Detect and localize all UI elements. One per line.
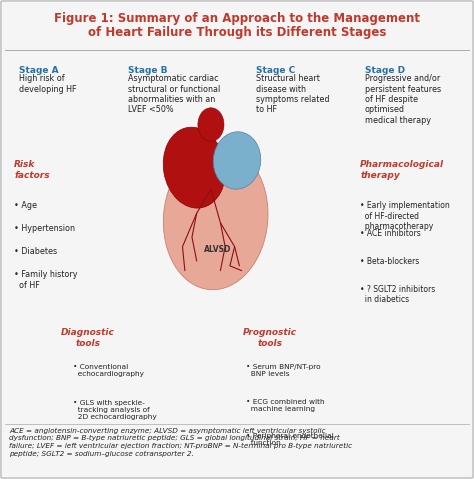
Text: of Heart Failure Through its Different Stages: of Heart Failure Through its Different S… <box>88 26 386 39</box>
Text: • GLS with speckle-
  tracking analysis of
  2D echocardiography: • GLS with speckle- tracking analysis of… <box>73 400 157 420</box>
Text: Stage D: Stage D <box>365 66 405 75</box>
Text: ALVSD: ALVSD <box>204 245 232 253</box>
Text: • ACE inhibitors: • ACE inhibitors <box>360 229 421 238</box>
Ellipse shape <box>163 127 226 208</box>
Text: • Beta-blockers: • Beta-blockers <box>360 257 419 266</box>
Text: Figure 1: Summary of an Approach to the Management: Figure 1: Summary of an Approach to the … <box>54 12 420 25</box>
Text: • Diabetes: • Diabetes <box>14 247 57 256</box>
Text: Stage A: Stage A <box>19 66 59 75</box>
Text: • ECG combined with
  machine learning: • ECG combined with machine learning <box>246 399 325 411</box>
Text: • Conventional
  echocardiography: • Conventional echocardiography <box>73 364 145 377</box>
Text: Progressive and/or
persistent features
of HF despite
optimised
medical therapy: Progressive and/or persistent features o… <box>365 74 441 125</box>
Text: • Hypertension: • Hypertension <box>14 224 75 233</box>
Text: • Serum BNP/NT-pro
  BNP levels: • Serum BNP/NT-pro BNP levels <box>246 364 321 377</box>
Text: • Age: • Age <box>14 201 37 210</box>
Text: Diagnostic
tools: Diagnostic tools <box>61 328 115 348</box>
Text: • Early implementation
  of HF-directed
  pharmacotherapy: • Early implementation of HF-directed ph… <box>360 201 450 231</box>
Ellipse shape <box>164 146 268 290</box>
Text: • ? SGLT2 inhibitors
  in diabetics: • ? SGLT2 inhibitors in diabetics <box>360 285 436 304</box>
Text: Stage C: Stage C <box>256 66 295 75</box>
Text: Stage B: Stage B <box>128 66 167 75</box>
Text: Risk
factors: Risk factors <box>14 160 50 180</box>
Text: • Peripheral endothelial
  function: • Peripheral endothelial function <box>246 433 334 446</box>
Text: Prognostic
tools: Prognostic tools <box>243 328 297 348</box>
Text: ACE = angiotensin-converting enzyme; ALVSD = asymptomatic left ventricular systo: ACE = angiotensin-converting enzyme; ALV… <box>9 428 353 457</box>
Text: Asymptomatic cardiac
structural or functional
abnormalities with an
LVEF <50%: Asymptomatic cardiac structural or funct… <box>128 74 220 114</box>
Text: • Family history
  of HF: • Family history of HF <box>14 270 78 290</box>
Text: Structural heart
disease with
symptoms related
to HF: Structural heart disease with symptoms r… <box>256 74 329 114</box>
Ellipse shape <box>213 132 261 189</box>
Text: Pharmacological
therapy: Pharmacological therapy <box>360 160 444 180</box>
Ellipse shape <box>198 108 224 141</box>
Text: High risk of
developing HF: High risk of developing HF <box>19 74 76 94</box>
